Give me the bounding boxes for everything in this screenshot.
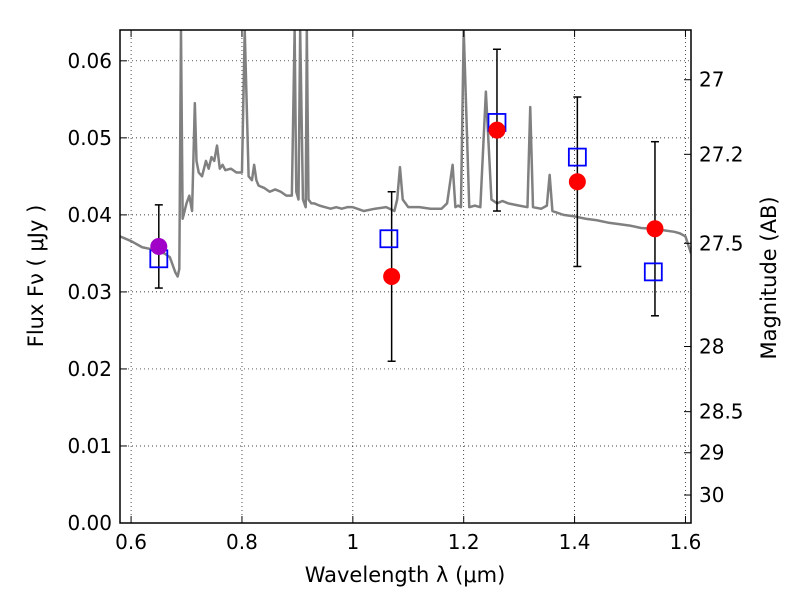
x-tick-label: 1.6 (670, 530, 702, 554)
x-tick-label: 0.8 (226, 530, 258, 554)
model-photometry-point (379, 229, 399, 249)
model-photometry-point (567, 147, 587, 167)
model-photometry-point (643, 262, 663, 282)
observed-point (383, 268, 401, 285)
y2-tick-label: 27 (699, 68, 724, 92)
y2-tick-label: 30 (699, 483, 724, 507)
y2-tick-label: 28.5 (699, 400, 744, 424)
y2-tick-label: 27.5 (699, 231, 744, 255)
observed-point (150, 237, 168, 255)
y-tick-label: 0.05 (67, 126, 112, 150)
model-spectrum-line (120, 30, 691, 278)
model-photometry-layer (149, 113, 663, 282)
y-tick-label: 0.02 (67, 357, 112, 381)
y-tick-label: 0.01 (67, 434, 112, 458)
x-axis: 0.6 0.8 1 1.2 1.4 1.6 (115, 30, 701, 554)
x-tick-label: 1.2 (448, 530, 480, 554)
y2-tick-label: 29 (699, 441, 724, 465)
y2-axis: 27 27.2 27.5 28 28.5 29 30 (684, 68, 744, 507)
model-spectrum-layer (120, 30, 691, 278)
x-tick-label: 0.6 (115, 530, 147, 554)
observed-photometry-layer (150, 121, 664, 285)
observed-point (568, 173, 586, 191)
y-tick-label: 0.06 (67, 49, 112, 73)
observed-point (488, 121, 506, 139)
observed-point (646, 220, 664, 238)
plot-background (120, 30, 691, 523)
y2-axis-label: Magnitude (AB) (757, 196, 781, 359)
x-tick-label: 1 (346, 530, 359, 554)
x-tick-label: 1.4 (559, 530, 591, 554)
y-axis-label: Flux Fν ( μJy ) (24, 205, 48, 348)
y-tick-label: 0.03 (67, 280, 112, 304)
y2-tick-label: 28 (699, 335, 724, 359)
plot-frame (119, 29, 692, 524)
x-axis-label: Wavelength λ (μm) (305, 563, 506, 587)
y-tick-label: 0.00 (67, 511, 112, 535)
y-tick-label: 0.04 (67, 203, 112, 227)
y-axis: 0.00 0.01 0.02 0.03 0.04 0.05 0.06 (67, 49, 127, 535)
y2-tick-label: 27.2 (699, 142, 744, 166)
